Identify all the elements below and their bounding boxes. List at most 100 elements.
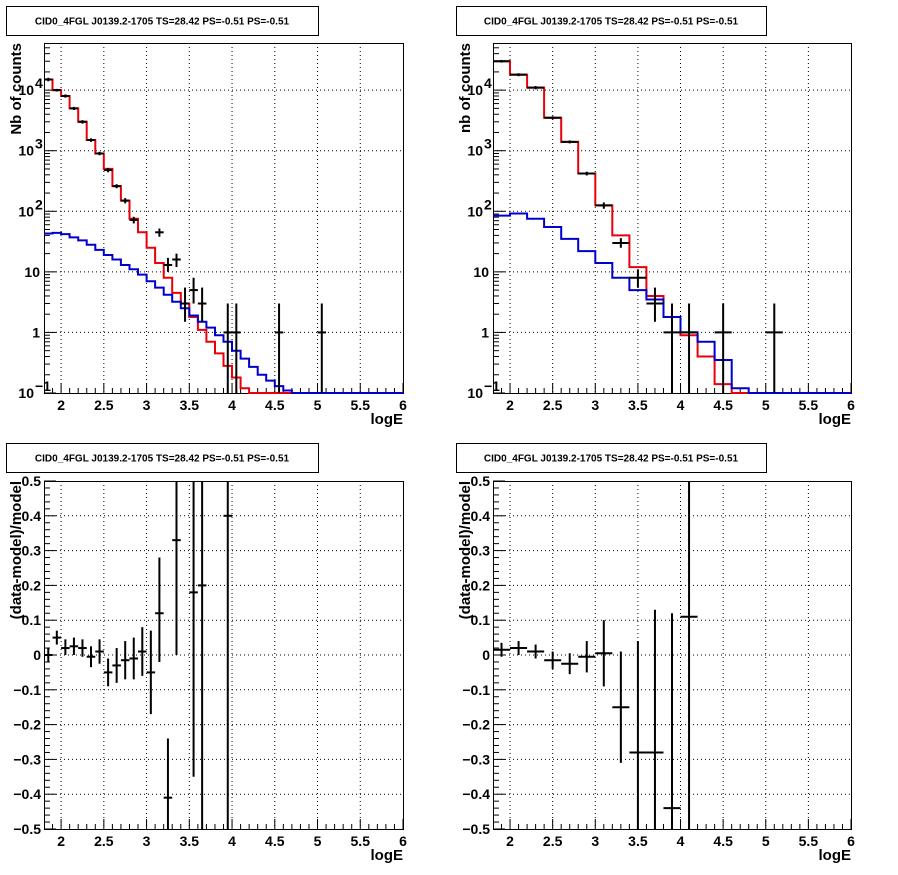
x-tick-label: 2 (57, 397, 65, 413)
data-point (197, 481, 207, 829)
data-point (197, 287, 207, 322)
data-point (103, 167, 113, 173)
y-tick-label: 1 (32, 324, 40, 340)
background-model-histogram (44, 231, 403, 394)
chart-title: CID0_4FGL J0139.2-1705 TS=28.42 PS=-0.51… (484, 17, 739, 28)
data-point (44, 77, 53, 82)
data-point (493, 59, 511, 63)
data-point (612, 651, 630, 763)
data-point (95, 151, 104, 156)
chart-panel-1: CID0_4FGL J0139.2-1705 TS=28.42 PS=-0.51… (6, 6, 407, 428)
data-point (180, 287, 190, 322)
y-tick-label: 10 (467, 203, 483, 219)
x-tick-label: 5.5 (351, 833, 371, 849)
data-point (223, 303, 233, 393)
x-tick-label: 5.5 (799, 833, 819, 849)
y-tick-label: 0.4 (471, 508, 491, 524)
y-tick-label: 0.1 (22, 612, 42, 628)
x-tick-label: 5.5 (799, 397, 819, 413)
y-tick-label: 0.3 (22, 543, 42, 559)
data-point (44, 648, 53, 662)
x-tick-label: 6 (847, 833, 855, 849)
x-tick-label: 5 (314, 833, 322, 849)
data-point (52, 630, 62, 645)
y-tick-label: −0.2 (13, 717, 41, 733)
data-point (163, 257, 173, 272)
data-point (663, 613, 681, 829)
y-axis-label: (data-model)/model (457, 481, 474, 619)
y-tick-exponent: 2 (35, 196, 43, 212)
data-point (232, 303, 241, 393)
y-tick-exponent: −1 (484, 378, 500, 394)
data-point (527, 644, 545, 659)
y-tick-label: −0.4 (13, 786, 41, 802)
data-point (129, 637, 139, 680)
data-point (138, 627, 147, 676)
x-tick-label: 3 (143, 397, 151, 413)
x-tick-label: 4.5 (265, 833, 285, 849)
data-point (120, 641, 130, 680)
y-tick-label: 10 (467, 385, 483, 401)
y-tick-exponent: 3 (484, 136, 492, 152)
y-tick-label: 10 (18, 82, 34, 98)
x-tick-label: 5 (762, 833, 770, 849)
x-axis-label: logE (819, 847, 852, 864)
data-point (493, 642, 511, 657)
y-tick-label: 0.5 (471, 473, 491, 489)
data-point (86, 138, 96, 142)
x-tick-label: 6 (399, 833, 407, 849)
x-axis-label: logE (371, 411, 404, 428)
data-point (61, 639, 70, 655)
data-point (61, 94, 70, 98)
x-tick-label: 5 (314, 397, 322, 413)
y-tick-label: 0.1 (471, 612, 491, 628)
chart-title: CID0_4FGL J0139.2-1705 TS=28.42 PS=-0.51… (35, 17, 290, 28)
data-point (595, 620, 613, 687)
y-tick-label: 1 (481, 324, 489, 340)
y-tick-label: 0.3 (471, 543, 491, 559)
chart-title: CID0_4FGL J0139.2-1705 TS=28.42 PS=-0.51… (35, 454, 290, 465)
data-point (78, 120, 87, 124)
data-point (544, 651, 562, 669)
x-tick-label: 4.5 (713, 397, 733, 413)
data-point (112, 648, 121, 683)
y-tick-label: −0.3 (13, 751, 41, 767)
y-tick-label: 0.4 (22, 508, 42, 524)
data-point (561, 140, 579, 144)
data-point (155, 228, 164, 237)
y-tick-label: −0.3 (462, 751, 490, 767)
data-point (663, 303, 681, 393)
y-tick-label: 10 (18, 385, 34, 401)
y-tick-label: −0.1 (13, 682, 41, 698)
data-point (510, 641, 528, 655)
chart-panel-2: CID0_4FGL J0139.2-1705 TS=28.42 PS=-0.51… (456, 6, 855, 428)
data-point (629, 641, 647, 829)
data-point (155, 557, 164, 662)
data-point (510, 73, 528, 77)
x-tick-label: 2.5 (94, 833, 114, 849)
data-point (163, 738, 173, 829)
data-point (680, 303, 698, 393)
data-point (578, 641, 596, 673)
y-tick-label: 0 (482, 647, 490, 663)
data-point (317, 303, 327, 393)
x-tick-label: 4 (228, 397, 236, 413)
data-point (223, 481, 233, 829)
x-tick-label: 3.5 (628, 397, 648, 413)
x-tick-label: 2 (506, 397, 514, 413)
chart-panel-3: CID0_4FGL J0139.2-1705 TS=28.42 PS=-0.51… (6, 443, 407, 864)
y-tick-label: 10 (18, 143, 34, 159)
y-tick-label: −0.5 (462, 821, 490, 837)
title-box (456, 6, 767, 36)
data-point (189, 481, 198, 777)
y-tick-label: −0.4 (462, 786, 490, 802)
y-tick-exponent: 3 (35, 136, 43, 152)
data-point (578, 171, 596, 176)
background-model-histogram (493, 212, 851, 394)
y-tick-label: 0.2 (22, 577, 42, 593)
y-tick-exponent: 4 (35, 75, 43, 91)
y-tick-label: 10 (18, 203, 34, 219)
data-point (52, 88, 62, 92)
x-tick-label: 3.5 (628, 833, 648, 849)
data-point (765, 303, 783, 393)
